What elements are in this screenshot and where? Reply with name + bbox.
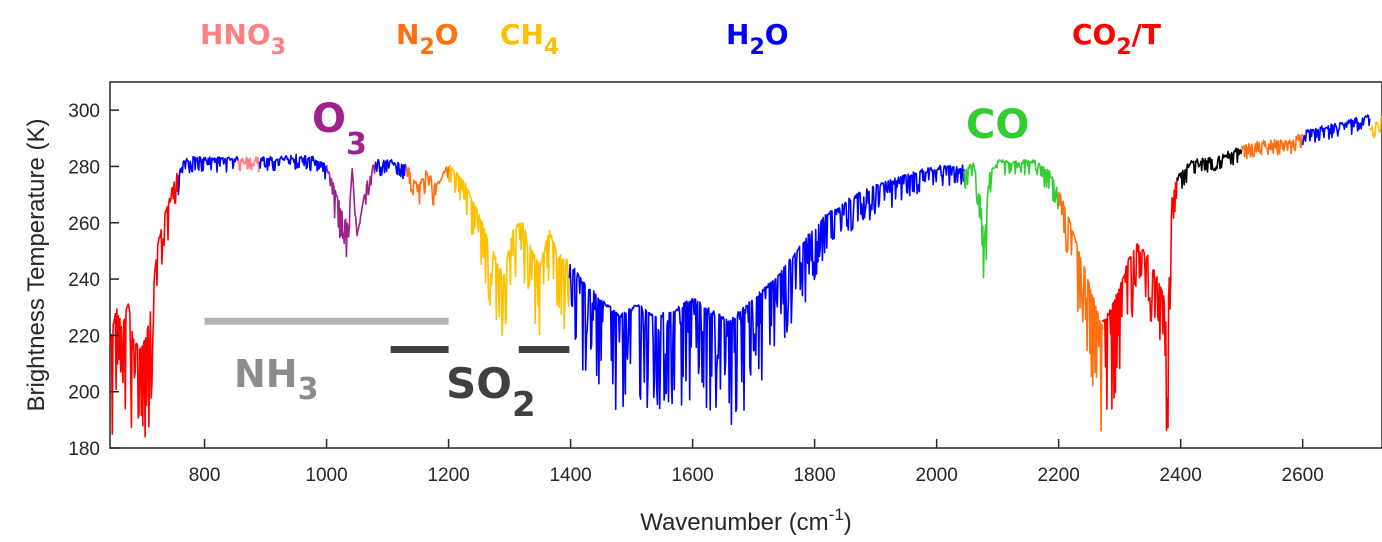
plot-area bbox=[109, 81, 1382, 449]
species-label-co2t-sub: 2 bbox=[1116, 35, 1131, 60]
species-label-nh3-sub: 3 bbox=[298, 372, 319, 407]
species-label-nh3: NH3 bbox=[234, 352, 318, 407]
species-label-h2o-main: H bbox=[726, 18, 749, 51]
spectrum-segment-3 bbox=[258, 153, 328, 180]
x-tick-label-800: 800 bbox=[189, 465, 221, 486]
species-label-hno3-main: HNO bbox=[200, 18, 271, 51]
y-tick-label-280: 280 bbox=[68, 157, 100, 178]
species-label-so2: SO2 bbox=[446, 359, 536, 425]
x-tick-label-1400: 1400 bbox=[549, 465, 591, 486]
species-label-n2o-sub: 2 bbox=[419, 35, 434, 60]
spectrum-segment-11 bbox=[1101, 177, 1178, 432]
spectrum-segment-15 bbox=[1369, 115, 1382, 139]
species-label-n2o: N2O bbox=[396, 18, 459, 60]
spectrum-segment-1 bbox=[177, 155, 239, 196]
species-label-ch4-main: CH bbox=[500, 18, 544, 51]
species-label-n2o-after: O bbox=[435, 18, 459, 51]
spectrum-segment-13 bbox=[1240, 133, 1304, 160]
species-label-so2-sub: 2 bbox=[512, 385, 536, 425]
species-label-ch4: CH4 bbox=[500, 18, 559, 60]
y-tick-label-240: 240 bbox=[68, 270, 100, 291]
band-bars bbox=[204, 317, 570, 353]
y-tick-label-220: 220 bbox=[68, 326, 100, 347]
y-tick-label-300: 300 bbox=[68, 101, 100, 122]
species-label-hno3-sub: 3 bbox=[271, 35, 286, 60]
x-axis-title: Wavenumber (cm-1) bbox=[640, 505, 852, 536]
spectrum-segment-7 bbox=[447, 164, 571, 337]
spectrum-segment-14 bbox=[1301, 114, 1371, 146]
spectrum-segment-2 bbox=[237, 156, 261, 173]
x-tick-label-1600: 1600 bbox=[671, 465, 713, 486]
y-axis-title: Brightness Temperature (K) bbox=[23, 118, 50, 411]
x-axis-title-main: Wavenumber (cm bbox=[640, 509, 828, 536]
species-label-o3-sub: 3 bbox=[346, 127, 367, 162]
spectrum-segment-6 bbox=[405, 164, 450, 206]
species-label-h2o-after: O bbox=[765, 18, 789, 51]
y-tick-label-180: 180 bbox=[68, 439, 100, 460]
spectrum-segment-12 bbox=[1176, 147, 1243, 189]
species-label-o3: O3 bbox=[312, 96, 367, 162]
species-label-nh3-main: NH bbox=[234, 352, 298, 396]
axis-ticks: 800 1000 1200 1400 1600 1800 2000 2200 2400 26001… bbox=[68, 101, 1324, 486]
x-tick-label-2600: 2600 bbox=[1282, 465, 1324, 486]
spectrum-series bbox=[109, 114, 1382, 438]
spectrum-segment-0 bbox=[109, 172, 180, 438]
spectrum-segment-4 bbox=[325, 163, 377, 258]
species-label-co-main: CO bbox=[966, 102, 1029, 148]
spectrum-segment-10 bbox=[1057, 191, 1104, 432]
species-label-h2o: H2O bbox=[726, 18, 789, 60]
species-label-ch4-sub: 4 bbox=[544, 35, 559, 60]
x-axis-title-end: ) bbox=[844, 509, 852, 536]
species-label-co: CO bbox=[966, 102, 1029, 148]
species-label-co2t-main: CO bbox=[1072, 18, 1116, 51]
species-label-so2-main: SO bbox=[446, 359, 512, 408]
y-tick-label-200: 200 bbox=[68, 383, 100, 404]
spectrum-segment-5 bbox=[374, 158, 407, 180]
x-tick-label-2400: 2400 bbox=[1160, 465, 1202, 486]
species-label-hno3: HNO3 bbox=[200, 18, 286, 60]
x-axis-title-sup: -1 bbox=[829, 505, 844, 524]
x-tick-label-1800: 1800 bbox=[793, 465, 835, 486]
spectrum-segment-9 bbox=[963, 159, 1060, 279]
species-label-co2t-after: /T bbox=[1132, 18, 1161, 51]
x-tick-label-1000: 1000 bbox=[305, 465, 347, 486]
species-label-n2o-main: N bbox=[396, 18, 419, 51]
x-tick-label-1200: 1200 bbox=[427, 465, 469, 486]
spectrum-segment-8 bbox=[568, 164, 965, 426]
y-tick-label-260: 260 bbox=[68, 214, 100, 235]
species-label-co2t: CO2/T bbox=[1072, 18, 1161, 60]
species-label-h2o-sub: 2 bbox=[749, 35, 764, 60]
x-tick-label-2200: 2200 bbox=[1038, 465, 1080, 486]
species-label-o3-main: O bbox=[312, 96, 346, 142]
x-tick-label-2000: 2000 bbox=[916, 465, 958, 486]
